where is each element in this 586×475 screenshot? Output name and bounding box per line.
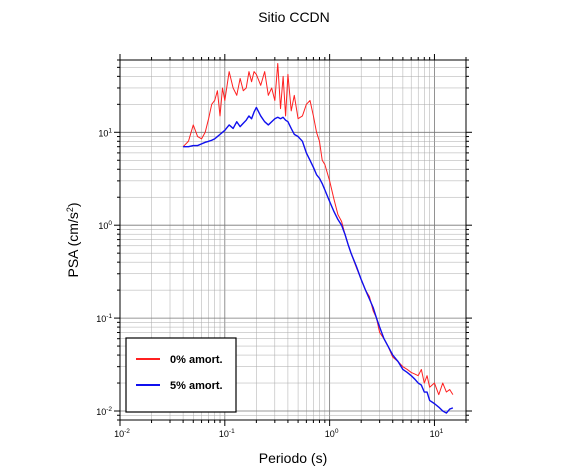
x-tick-label: 100 — [325, 428, 339, 439]
series-line-1 — [183, 106, 454, 414]
y-axis-label-sup: 2 — [65, 207, 75, 212]
y-tick-label: 10-1 — [96, 313, 112, 324]
legend-label-0: 0% amort. — [170, 354, 223, 366]
x-tick-label: 10-2 — [114, 428, 130, 439]
legend-box — [125, 337, 237, 413]
legend-label-1: 5% amort. — [170, 380, 223, 392]
axis-ticks — [114, 54, 472, 426]
legend: 0% amort. 5% amort. — [125, 337, 237, 413]
x-tick-label: 10-1 — [219, 428, 235, 439]
y-axis-label: PSA (cm/s2) — [65, 202, 81, 277]
series-line-0 — [182, 63, 454, 396]
x-tick-label: 101 — [430, 428, 444, 439]
series-lines — [182, 63, 454, 414]
grid — [119, 59, 467, 421]
chart-title: Sitio CCDN — [258, 9, 330, 25]
y-tick-label: 100 — [98, 220, 112, 231]
y-tick-label: 101 — [98, 127, 112, 138]
y-tick-label: 10-2 — [96, 406, 112, 417]
y-axis-label-main: PSA (cm/s — [65, 212, 81, 277]
y-axis-label-close: ) — [65, 202, 81, 207]
x-axis-label: Periodo (s) — [259, 450, 327, 466]
tick-labels: 10-2 10-1 100 101 10-2 10-1 100 101 — [96, 127, 443, 439]
